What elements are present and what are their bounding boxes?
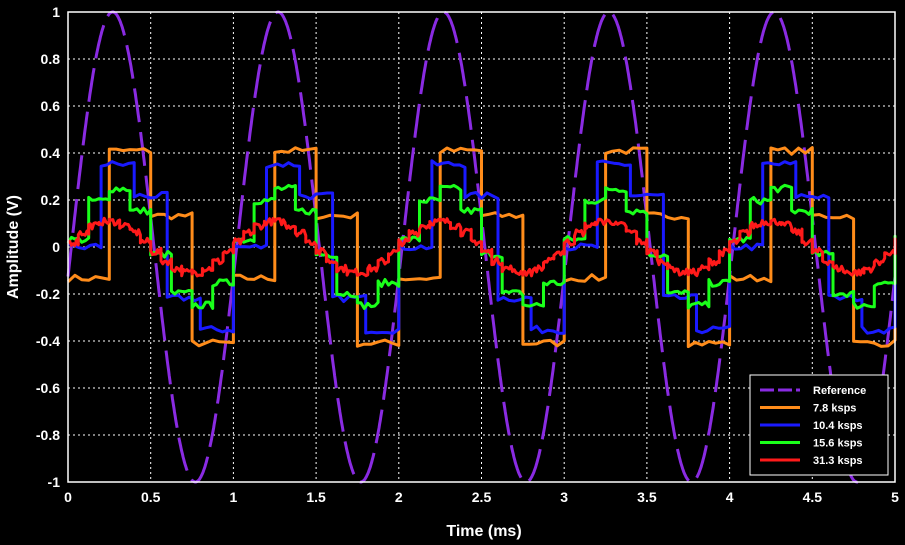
x-tick-label: 1.5 (306, 489, 326, 505)
y-tick-label: -1 (48, 474, 61, 490)
legend-box (749, 374, 889, 476)
y-tick-label: 0.4 (41, 145, 61, 161)
y-tick-label: -0.2 (36, 286, 60, 302)
series-line-4 (67, 216, 897, 278)
legend-label: 7.8 ksps (813, 403, 856, 415)
legend-label: 10.4 ksps (813, 420, 863, 432)
y-tick-label: 0.8 (41, 51, 61, 67)
x-tick-label: 4 (726, 489, 734, 505)
x-tick-label: 1 (230, 489, 238, 505)
x-tick-label: 2 (395, 489, 403, 505)
x-tick-label: 3.5 (637, 489, 657, 505)
legend-label: 31.3 ksps (813, 455, 863, 467)
y-axis-label: Amplitude (V) (5, 195, 22, 299)
legend-label: 15.6 ksps (813, 438, 863, 450)
x-tick-label: 4.5 (803, 489, 823, 505)
x-tick-label: 0.5 (141, 489, 161, 505)
series-line-1 (66, 146, 897, 349)
x-tick-labels: 0 0.5 1 1.5 2 2.5 3 3.5 4 4.5 5 (64, 489, 899, 505)
legend-label: Reference (813, 385, 866, 397)
y-tick-label: 0.6 (41, 98, 61, 114)
y-tick-label: 1 (52, 4, 60, 20)
x-tick-label: 5 (891, 489, 899, 505)
y-tick-label: 0 (52, 239, 60, 255)
x-axis-label: Time (ms) (446, 523, 521, 540)
y-tick-label: -0.4 (36, 333, 60, 349)
y-tick-label: -0.8 (36, 427, 60, 443)
series-line-0 (66, 10, 897, 484)
series-line-2 (67, 159, 897, 335)
y-tick-label: 0.2 (41, 192, 61, 208)
x-tick-label: 2.5 (472, 489, 492, 505)
series-group (66, 10, 897, 484)
x-tick-label: 3 (560, 489, 568, 505)
y-tick-label: -0.6 (36, 380, 60, 396)
y-tick-labels: 1 0.8 0.6 0.4 0.2 0 -0.2 -0.4 -0.6 -0.8 -1 (36, 4, 60, 490)
legend: Reference 7.8 ksps 10.4 ksps 15.6 ksps 31.3 … (749, 374, 889, 476)
x-tick-label: 0 (64, 489, 72, 505)
plot-frame (67, 11, 896, 483)
